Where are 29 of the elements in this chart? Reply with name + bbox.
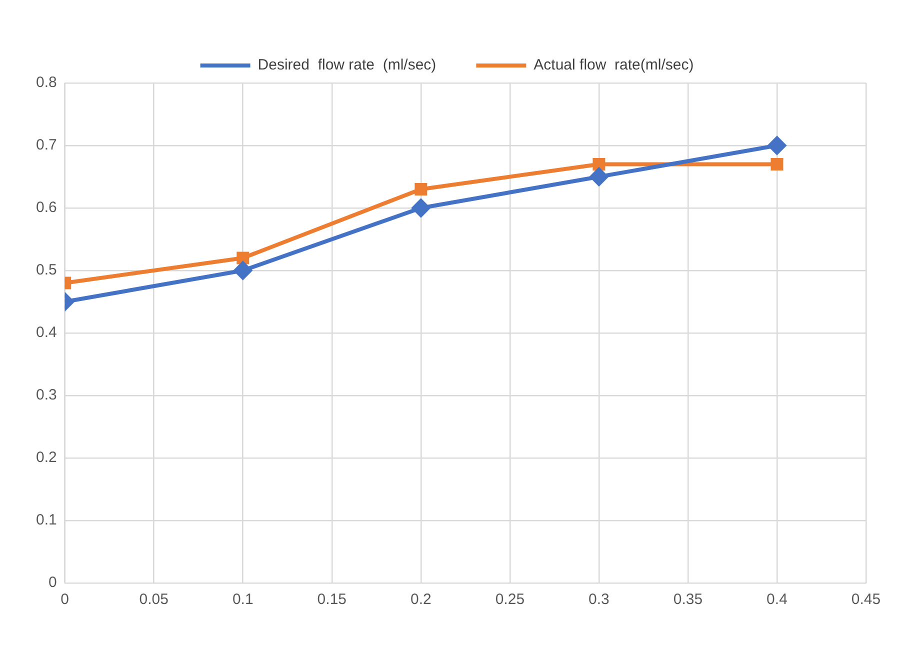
x-tick-label: 0.2 [410, 591, 432, 608]
x-tick-label: 0.05 [139, 591, 168, 608]
x-tick-label: 0.4 [766, 591, 788, 608]
y-tick-label: 0 [48, 574, 57, 592]
y-tick-label: 0.7 [36, 136, 57, 154]
x-tick-label: 0.3 [588, 591, 610, 608]
point [412, 199, 430, 217]
point [768, 136, 786, 154]
y-tick-label: 0.1 [36, 512, 57, 529]
point [770, 158, 784, 170]
point [592, 158, 606, 170]
y-tick-label: 0.3 [36, 386, 57, 404]
x-tick-label: 0 [60, 591, 70, 608]
x-tick-label: 0.25 [495, 591, 525, 608]
x-tick-label: 0.45 [851, 591, 881, 608]
y-tick-label: 0.4 [36, 324, 57, 342]
point [590, 168, 608, 186]
y-tick-label: 0.5 [36, 262, 57, 279]
legend-label: Actual flow rate(ml/sec) [534, 56, 694, 74]
point [234, 262, 252, 280]
legend-label: Desired flow rate (ml/sec) [258, 56, 436, 74]
x-tick-label: 0.35 [673, 591, 703, 608]
x-tick-label: 0.15 [317, 591, 347, 608]
x-tick-label: 0.1 [232, 591, 254, 608]
point [414, 183, 428, 196]
y-tick-label: 0.8 [36, 74, 57, 92]
point [236, 252, 250, 264]
y-tick-label: 0.6 [36, 199, 57, 216]
y-tick-label: 0.2 [36, 449, 57, 466]
